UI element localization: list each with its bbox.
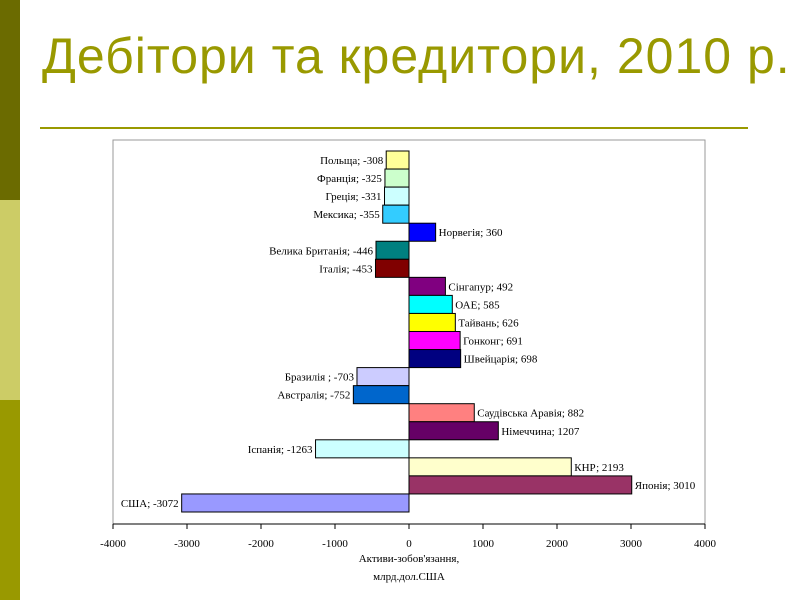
data-label: Швейцарія; 698 <box>464 354 538 366</box>
data-label: Німеччина; 1207 <box>501 426 580 438</box>
data-label: Тайвань; 626 <box>458 317 519 329</box>
x-tick-label: 0 <box>406 538 412 550</box>
data-label: Гонконг; 691 <box>463 336 523 348</box>
bar <box>352 385 410 405</box>
data-label: Сінгапур; 492 <box>448 281 513 293</box>
bar <box>384 186 410 206</box>
bar <box>408 312 456 333</box>
bar <box>408 457 572 477</box>
data-label: США; -3072 <box>121 498 179 510</box>
bar <box>408 403 475 423</box>
x-tick-label: -1000 <box>322 538 348 550</box>
bar <box>408 222 437 242</box>
bar <box>385 150 410 170</box>
bar <box>356 367 410 387</box>
bar <box>382 204 410 224</box>
data-label: Норвегія; 360 <box>439 227 503 239</box>
bar <box>315 439 410 459</box>
data-label: Польща; -308 <box>320 155 384 167</box>
bar <box>408 421 499 441</box>
data-label: Франція; -325 <box>317 173 382 185</box>
bar <box>408 331 461 351</box>
data-label: Велика Британія; -446 <box>269 245 373 257</box>
x-tick-label: 1000 <box>472 538 495 550</box>
x-tick-label: 3000 <box>620 538 643 550</box>
data-label: Саудівська Аравія; 882 <box>477 408 584 420</box>
bar <box>408 475 633 495</box>
data-label: ОАЕ; 585 <box>455 299 500 311</box>
title-underline <box>40 127 748 129</box>
bar <box>384 168 410 188</box>
bar <box>408 349 462 369</box>
bar <box>408 276 446 296</box>
accent-strip-middle <box>0 200 20 400</box>
x-tick-label: -4000 <box>100 538 126 550</box>
data-label: Бразилія ; -703 <box>285 372 355 384</box>
data-label: Мексика; -355 <box>313 209 380 221</box>
bar <box>181 493 410 513</box>
bar <box>408 294 453 314</box>
data-label: КНР; 2193 <box>574 462 624 474</box>
data-label: Австралія; -752 <box>277 390 350 402</box>
bar <box>375 240 410 260</box>
data-label: Греція; -331 <box>325 191 381 203</box>
x-tick-label: 4000 <box>694 538 717 550</box>
bar <box>374 258 410 278</box>
x-tick-label: -2000 <box>248 538 274 550</box>
x-axis-label-line-1: Активи-зобов'язання, <box>359 553 460 565</box>
x-tick-label: 2000 <box>546 538 569 550</box>
data-label: Японія; 3010 <box>635 480 696 492</box>
data-label: Іспанія; -1263 <box>248 444 313 456</box>
slide-title: Дебітори та кредитори, 2010 р. <box>42 28 791 84</box>
data-label: Італія; -453 <box>319 263 373 275</box>
accent-strip-bottom <box>0 400 20 600</box>
accent-strip-top <box>0 0 20 200</box>
x-tick-label: -3000 <box>174 538 200 550</box>
x-axis-label-line-2: млрд.дол.США <box>373 571 445 583</box>
